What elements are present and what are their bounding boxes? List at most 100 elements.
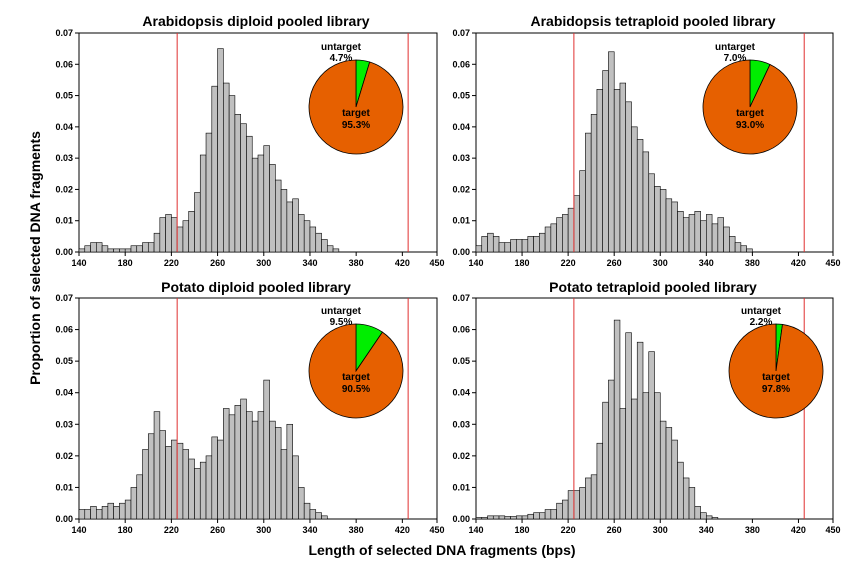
histogram-bar xyxy=(665,198,673,253)
y-tick-label: 0.06 xyxy=(452,325,470,335)
histogram-bar xyxy=(481,517,488,520)
pie-slice-target xyxy=(728,323,824,419)
x-tick-label: 450 xyxy=(429,258,444,268)
histogram-bar xyxy=(533,512,540,520)
y-tick-label: 0.01 xyxy=(452,482,470,492)
histogram-bar xyxy=(642,151,650,253)
histogram-bar xyxy=(631,398,638,520)
histogram-bar xyxy=(90,242,97,253)
histogram-bar xyxy=(136,474,143,520)
histogram-bar xyxy=(303,220,311,253)
y-tick-label: 0.01 xyxy=(55,216,73,226)
histogram-bar xyxy=(665,427,673,520)
histogram-bar xyxy=(321,239,328,253)
histogram-bar xyxy=(475,245,483,253)
y-tick-label: 0.05 xyxy=(452,91,470,101)
y-tick-label: 0.00 xyxy=(55,247,73,257)
x-tick-label: 220 xyxy=(164,525,179,535)
x-tick-label: 260 xyxy=(210,258,225,268)
histogram-bar xyxy=(521,515,529,520)
histogram-bar xyxy=(182,449,190,520)
histogram-bar xyxy=(292,455,299,520)
histogram-bar xyxy=(217,439,224,520)
histogram-bar xyxy=(602,401,609,520)
histogram-bar xyxy=(309,509,317,520)
pie-label-target: target xyxy=(342,372,370,383)
x-tick-label: 260 xyxy=(210,525,225,535)
x-tick-label: 380 xyxy=(349,525,364,535)
histogram-bar xyxy=(613,89,621,253)
histogram-bar xyxy=(171,439,178,520)
y-axis-label: Proportion of selected DNA fragments xyxy=(27,131,43,385)
histogram-bar xyxy=(286,423,293,520)
x-axis-label: Length of selected DNA fragments (bps) xyxy=(308,542,575,558)
histogram-bar xyxy=(257,154,265,253)
histogram-bar xyxy=(78,248,86,253)
x-tick-label: 140 xyxy=(71,525,86,535)
histogram-bar xyxy=(275,427,282,520)
x-tick-label: 180 xyxy=(515,525,530,535)
y-tick-label: 0.05 xyxy=(452,356,470,366)
panel-title: Potato tetraploid pooled library xyxy=(549,279,757,295)
histogram-bar xyxy=(700,512,707,520)
histogram-bar xyxy=(492,515,500,520)
histogram-bar xyxy=(579,170,586,253)
histogram-bar xyxy=(101,245,109,253)
y-tick-label: 0.01 xyxy=(452,216,470,226)
histogram-bar xyxy=(711,223,719,253)
histogram-bar xyxy=(671,439,678,520)
histogram-bar xyxy=(550,509,557,520)
y-tick-label: 0.06 xyxy=(452,59,470,69)
histogram-bar xyxy=(677,461,684,520)
histogram-bar xyxy=(636,139,644,253)
pie-label-target: target xyxy=(736,108,764,119)
histogram-bar xyxy=(199,461,207,520)
histogram-bar xyxy=(269,420,276,520)
x-tick-label: 420 xyxy=(791,258,806,268)
x-tick-label: 420 xyxy=(791,525,806,535)
histogram-bar xyxy=(211,85,218,253)
pie-percent-untarget: 4.7% xyxy=(330,53,353,64)
histogram-bar xyxy=(292,198,299,253)
histogram-bar xyxy=(544,226,552,253)
y-tick-label: 0.00 xyxy=(55,514,73,524)
y-tick-label: 0.04 xyxy=(452,122,470,132)
x-tick-label: 260 xyxy=(607,258,622,268)
histogram-bar xyxy=(332,248,340,253)
histogram-bar xyxy=(596,442,603,520)
histogram-bar xyxy=(199,154,207,253)
histogram-bar xyxy=(147,242,155,253)
x-tick-label: 380 xyxy=(349,258,364,268)
histogram-bar xyxy=(636,341,644,520)
histogram-bar xyxy=(107,502,114,520)
histogram-bar xyxy=(188,458,195,520)
pie-percent-target: 97.8% xyxy=(762,384,790,395)
histogram-bar xyxy=(246,411,253,520)
histogram-bar xyxy=(298,214,305,253)
histogram-bar xyxy=(217,48,224,253)
histogram-bar xyxy=(573,490,580,520)
histogram-bar xyxy=(562,499,569,520)
histogram-bar xyxy=(648,351,655,520)
histogram-bar xyxy=(136,245,143,253)
histogram-bar xyxy=(659,189,667,253)
histogram-bar xyxy=(608,379,615,520)
x-tick-label: 340 xyxy=(302,525,317,535)
y-tick-label: 0.05 xyxy=(55,356,73,366)
x-tick-label: 420 xyxy=(395,525,410,535)
histogram-bar xyxy=(550,223,557,253)
pie-percent-untarget: 9.5% xyxy=(330,317,353,328)
histogram-bar xyxy=(240,123,247,253)
pie-percent-target: 95.3% xyxy=(342,120,370,131)
histogram-bar xyxy=(315,232,322,253)
y-tick-label: 0.02 xyxy=(452,451,470,461)
histogram-bar xyxy=(153,232,161,253)
histogram-bar xyxy=(176,226,184,253)
histogram-bar xyxy=(251,157,259,253)
histogram-bar xyxy=(510,239,517,253)
panel-potato-tetraploid: Potato tetraploid pooled library 0.00 0.0… xyxy=(452,279,840,535)
histogram-bar xyxy=(706,515,713,520)
histogram-bar xyxy=(625,101,632,253)
x-tick-label: 140 xyxy=(71,258,86,268)
x-tick-label: 300 xyxy=(653,525,668,535)
